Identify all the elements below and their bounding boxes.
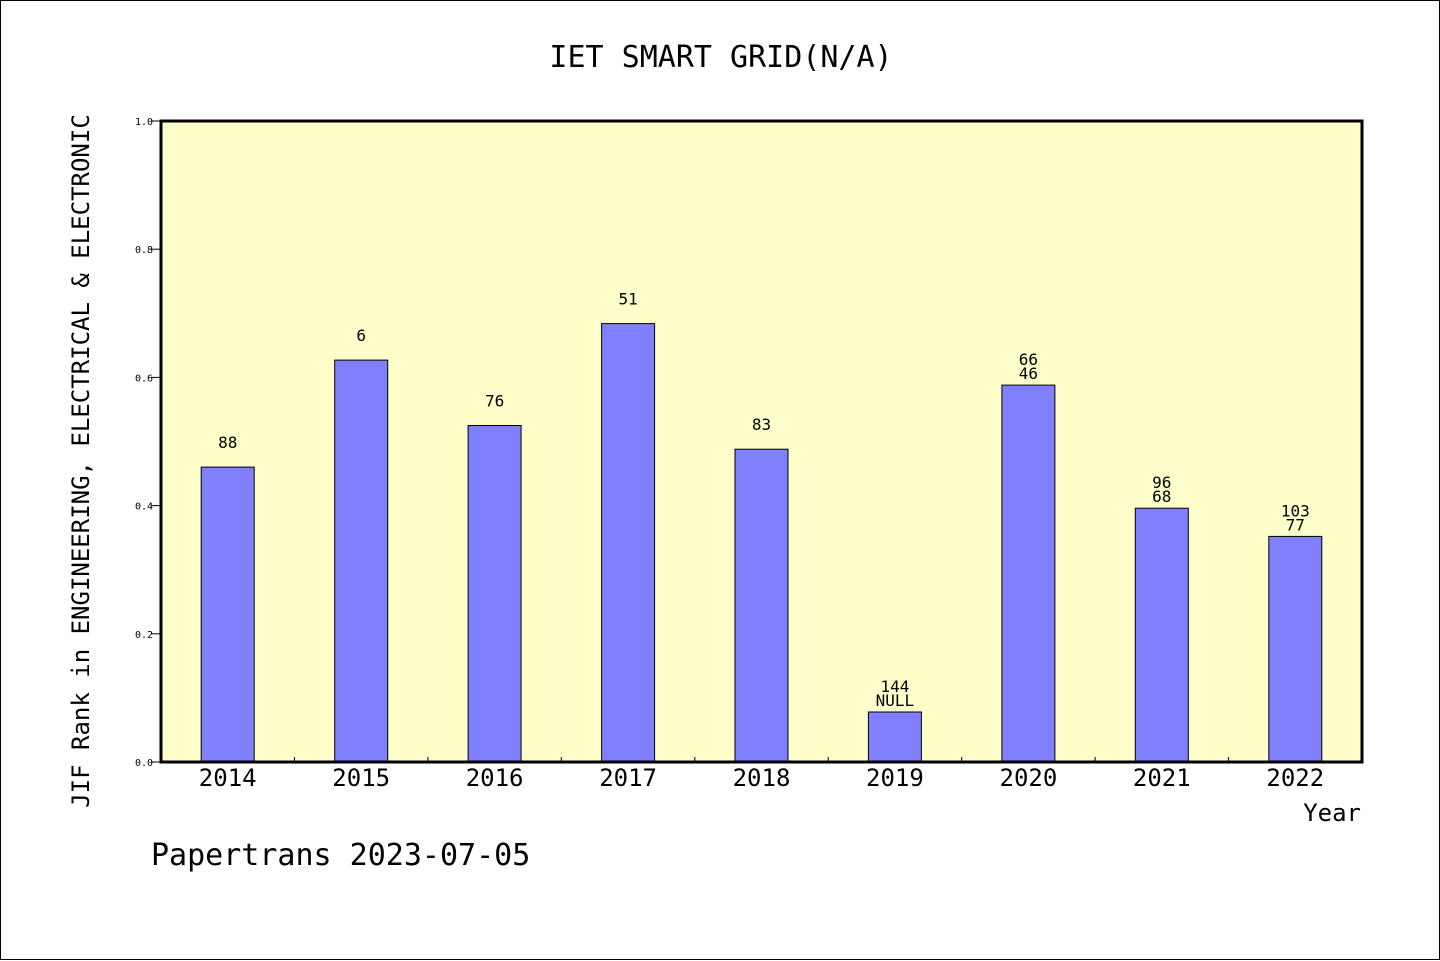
y-tick-label-2: 0.4 [135,502,153,513]
x-tick-label-2014: 2014 [199,764,257,792]
data-label-2021-0: 96 [1152,473,1171,492]
footer-credit: Papertrans 2023-07-05 [151,838,530,873]
data-label-2018-0: 83 [752,415,771,434]
bar-2022 [1268,535,1323,763]
y-tick-label-3: 0.6 [135,373,153,384]
bar-2014 [200,466,255,763]
x-tick-label-2015: 2015 [332,764,390,792]
data-label-2019-0: 144 [880,677,909,696]
data-label-2020-0: 66 [1019,350,1038,369]
data-label-2019-1: NULL [876,691,915,710]
data-label-2020-1: 46 [1019,364,1038,383]
data-label-2016-0: 76 [485,392,504,411]
data-label-2017-0: 51 [618,290,637,309]
bar-2020 [1001,384,1056,763]
data-label-2015-0: 6 [356,326,366,345]
y-axis-label: JIF Rank in ENGINEERING, ELECTRICAL & EL… [67,114,95,808]
bar-2015 [334,359,389,763]
bar-2016 [467,425,522,763]
bar-2018 [734,448,789,763]
x-tick-label-2019: 2019 [866,764,924,792]
plot-border [159,119,1364,764]
y-tick-label-0: 0.0 [135,758,153,769]
x-axis: 2014 2015 2016 2017 2018 2019 2020 2021 2022 [199,757,1324,792]
bar-2017 [601,323,656,763]
y-axis: 0.0 0.2 0.4 0.6 0.8 1.0 [135,117,161,769]
x-axis-label: Year [1303,799,1361,827]
x-tick-label-2022: 2022 [1266,764,1324,792]
x-tick-label-2020: 2020 [1000,764,1058,792]
x-tick-label-2018: 2018 [733,764,791,792]
y-tick-label-1: 0.2 [135,630,153,641]
x-tick-label-2016: 2016 [466,764,524,792]
bar-2021 [1134,507,1189,763]
bars-layer [200,323,1323,763]
x-tick-label-2021: 2021 [1133,764,1191,792]
x-tick-label-2017: 2017 [599,764,657,792]
data-label-2022-0: 103 [1281,501,1310,520]
data-label-2014-0: 88 [218,433,237,452]
bar-2019 [867,711,922,763]
data-label-2021-1: 68 [1152,487,1171,506]
y-tick-label-4: 0.8 [135,245,153,256]
data-label-2022-1: 77 [1286,515,1305,534]
y-tick-label-5: 1.0 [135,117,153,128]
chart-title: IET SMART GRID(N/A) [549,40,892,75]
